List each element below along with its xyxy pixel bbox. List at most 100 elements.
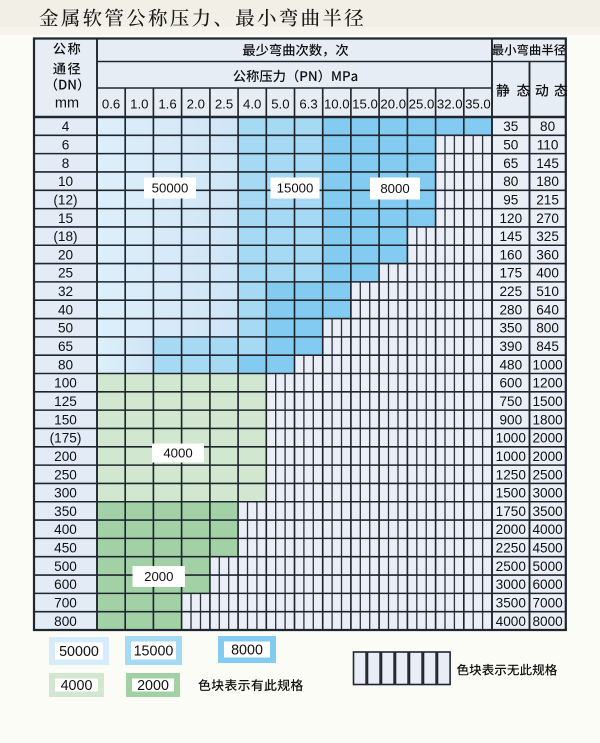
- svg-text:480: 480: [499, 357, 522, 372]
- svg-text:215: 215: [536, 192, 559, 207]
- svg-text:25.0: 25.0: [409, 96, 435, 111]
- svg-text:250: 250: [54, 467, 77, 482]
- svg-text:20: 20: [58, 247, 74, 262]
- svg-text:50: 50: [58, 321, 74, 336]
- svg-text:mm: mm: [55, 96, 79, 112]
- svg-text:4000: 4000: [532, 522, 563, 537]
- svg-text:6: 6: [62, 138, 70, 153]
- svg-text:3500: 3500: [496, 596, 527, 611]
- svg-text:65: 65: [58, 339, 73, 354]
- svg-text:2500: 2500: [496, 559, 527, 574]
- svg-text:50: 50: [503, 138, 519, 153]
- svg-text:1500: 1500: [496, 486, 527, 501]
- svg-text:1200: 1200: [532, 376, 563, 391]
- svg-text:280: 280: [499, 302, 522, 317]
- svg-text:35: 35: [503, 119, 518, 134]
- svg-text:50000: 50000: [59, 644, 99, 660]
- svg-text:1800: 1800: [532, 412, 563, 427]
- svg-text:32: 32: [58, 284, 73, 299]
- svg-text:20.0: 20.0: [380, 96, 406, 111]
- svg-text:160: 160: [499, 247, 522, 262]
- svg-text:845: 845: [536, 339, 559, 354]
- svg-text:300: 300: [54, 486, 77, 501]
- svg-text:32.0: 32.0: [437, 96, 463, 111]
- svg-text:2500: 2500: [532, 467, 563, 482]
- svg-text:2000: 2000: [532, 431, 563, 446]
- svg-text:450: 450: [54, 541, 77, 556]
- svg-text:35.0: 35.0: [465, 96, 491, 111]
- svg-text:(175): (175): [50, 431, 82, 446]
- svg-text:6.3: 6.3: [299, 96, 317, 111]
- svg-text:2000: 2000: [496, 522, 527, 537]
- svg-text:325: 325: [536, 229, 559, 244]
- svg-text:1000: 1000: [532, 357, 563, 372]
- svg-text:750: 750: [499, 394, 522, 409]
- svg-text:5000: 5000: [532, 559, 563, 574]
- svg-text:145: 145: [536, 156, 559, 171]
- svg-text:6000: 6000: [532, 577, 563, 592]
- svg-text:640: 640: [536, 302, 559, 317]
- svg-text:50000: 50000: [152, 181, 189, 196]
- svg-text:4000: 4000: [61, 678, 93, 694]
- svg-text:125: 125: [54, 394, 77, 409]
- svg-text:2.5: 2.5: [215, 96, 233, 111]
- svg-text:8000: 8000: [380, 181, 409, 196]
- svg-text:1750: 1750: [496, 504, 527, 519]
- svg-text:2.0: 2.0: [187, 96, 205, 111]
- svg-text:150: 150: [54, 412, 77, 427]
- svg-text:400: 400: [536, 266, 559, 281]
- svg-text:5.0: 5.0: [271, 96, 289, 111]
- svg-text:200: 200: [54, 449, 77, 464]
- svg-text:80: 80: [58, 357, 74, 372]
- svg-text:(12): (12): [53, 192, 77, 207]
- svg-text:3000: 3000: [532, 486, 563, 501]
- svg-text:350: 350: [499, 321, 522, 336]
- svg-text:500: 500: [54, 559, 77, 574]
- svg-text:10: 10: [58, 174, 74, 189]
- svg-text:65: 65: [503, 156, 518, 171]
- svg-text:600: 600: [54, 577, 77, 592]
- svg-text:7000: 7000: [532, 596, 563, 611]
- svg-text:8: 8: [62, 156, 70, 171]
- svg-text:2000: 2000: [137, 678, 169, 694]
- svg-text:110: 110: [537, 138, 559, 153]
- svg-text:80: 80: [540, 119, 556, 134]
- svg-text:800: 800: [54, 614, 77, 629]
- svg-text:4.0: 4.0: [243, 96, 261, 111]
- svg-text:1000: 1000: [496, 431, 527, 446]
- svg-text:390: 390: [499, 339, 522, 354]
- svg-text:350: 350: [54, 504, 77, 519]
- svg-text:180: 180: [536, 174, 559, 189]
- svg-text:0.6: 0.6: [102, 96, 120, 111]
- svg-text:8000: 8000: [532, 614, 563, 629]
- svg-text:10.0: 10.0: [324, 96, 350, 111]
- svg-text:1250: 1250: [496, 467, 527, 482]
- svg-text:15000: 15000: [134, 644, 174, 660]
- svg-text:225: 225: [499, 284, 522, 299]
- svg-text:(18): (18): [53, 229, 77, 244]
- svg-text:95: 95: [503, 192, 518, 207]
- svg-text:4000: 4000: [163, 446, 192, 461]
- svg-text:15000: 15000: [277, 181, 314, 196]
- svg-text:175: 175: [499, 266, 522, 281]
- svg-text:2250: 2250: [496, 541, 527, 556]
- svg-text:360: 360: [536, 247, 559, 262]
- svg-text:15.0: 15.0: [352, 96, 378, 111]
- svg-text:100: 100: [54, 376, 77, 391]
- svg-text:800: 800: [536, 321, 559, 336]
- svg-text:1000: 1000: [496, 449, 527, 464]
- svg-text:1.0: 1.0: [130, 96, 148, 111]
- svg-text:25: 25: [58, 266, 73, 281]
- svg-text:145: 145: [499, 229, 522, 244]
- svg-text:600: 600: [499, 376, 522, 391]
- svg-text:2000: 2000: [144, 569, 173, 584]
- svg-text:8000: 8000: [231, 643, 263, 659]
- svg-text:80: 80: [503, 174, 519, 189]
- svg-text:120: 120: [499, 211, 522, 226]
- svg-text:4: 4: [62, 119, 70, 134]
- svg-text:4000: 4000: [496, 614, 527, 629]
- svg-text:3000: 3000: [496, 577, 527, 592]
- svg-text:700: 700: [54, 596, 77, 611]
- svg-text:900: 900: [499, 412, 522, 427]
- svg-text:2000: 2000: [532, 449, 563, 464]
